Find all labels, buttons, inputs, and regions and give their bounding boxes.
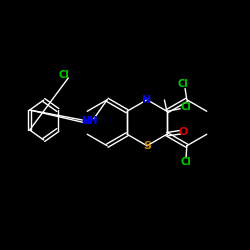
Text: Cl: Cl: [178, 78, 188, 88]
Text: Cl: Cl: [58, 70, 69, 80]
Text: NH: NH: [80, 116, 97, 126]
Text: O: O: [178, 127, 188, 137]
Text: NH: NH: [80, 116, 97, 126]
Text: N: N: [142, 95, 152, 105]
Text: Cl: Cl: [180, 157, 191, 167]
Text: S: S: [143, 141, 151, 151]
Text: Cl: Cl: [180, 102, 191, 113]
